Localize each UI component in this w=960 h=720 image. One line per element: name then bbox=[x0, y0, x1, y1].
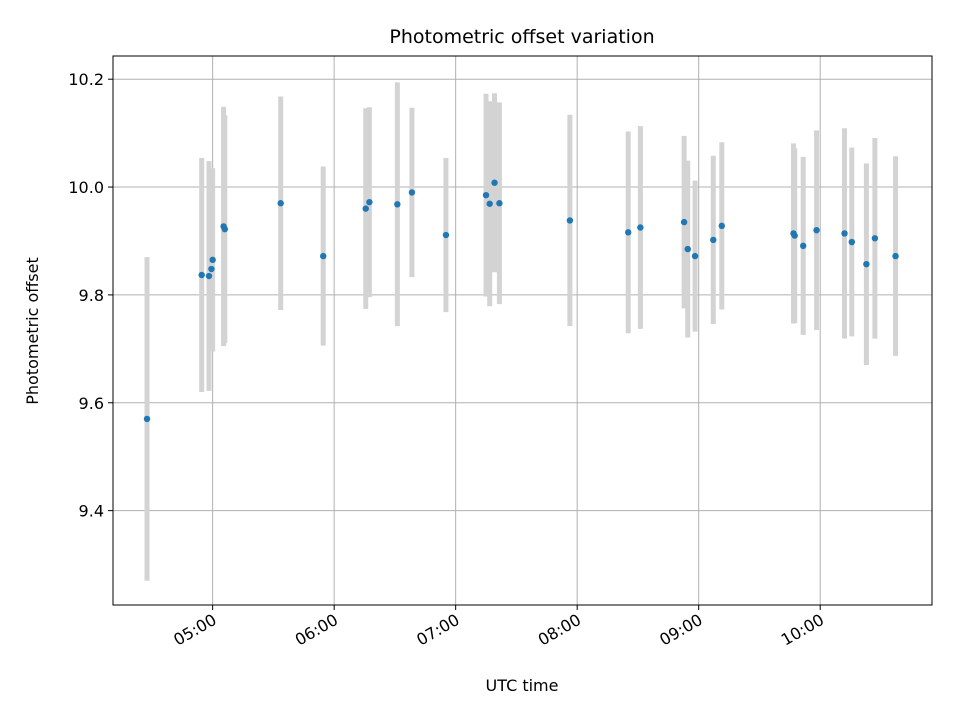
data-point bbox=[366, 198, 373, 206]
data-point bbox=[718, 222, 725, 230]
data-point bbox=[320, 252, 327, 260]
data-point bbox=[491, 179, 498, 186]
y-tick-label: 9.8 bbox=[79, 286, 104, 305]
data-point bbox=[362, 205, 369, 212]
data-point bbox=[566, 217, 574, 224]
y-tick-label: 9.6 bbox=[79, 394, 104, 413]
data-point bbox=[482, 191, 490, 199]
data-point bbox=[408, 189, 416, 196]
y-tick-label: 9.4 bbox=[79, 502, 104, 521]
data-point bbox=[208, 265, 215, 273]
data-point bbox=[637, 224, 644, 231]
data-point bbox=[863, 260, 870, 268]
data-point bbox=[277, 200, 284, 207]
y-tick-label: 10.0 bbox=[68, 178, 104, 197]
data-point bbox=[205, 272, 213, 280]
data-point bbox=[209, 256, 216, 264]
data-point bbox=[394, 201, 401, 208]
data-point bbox=[486, 200, 493, 207]
y-axis-ticks: 9.4 9.6 9.8 10.0 10.2 bbox=[68, 70, 113, 521]
data-point bbox=[841, 230, 848, 237]
data-point bbox=[221, 225, 228, 233]
chart-title: Photometric offset variation bbox=[389, 26, 654, 48]
x-axis-label: UTC time bbox=[486, 676, 559, 695]
plot-frame bbox=[112, 55, 933, 606]
data-point bbox=[442, 231, 450, 239]
y-tick-label: 10.2 bbox=[68, 70, 104, 89]
data-point bbox=[198, 271, 205, 279]
data-point bbox=[848, 238, 856, 246]
data-point bbox=[799, 242, 807, 250]
data-point bbox=[680, 218, 688, 226]
y-axis-label: Photometric offset bbox=[23, 257, 42, 405]
data-point bbox=[710, 236, 717, 244]
data-point bbox=[625, 229, 632, 236]
data-point bbox=[684, 245, 691, 253]
data-point bbox=[691, 252, 699, 260]
data-point bbox=[143, 415, 151, 423]
data-point bbox=[871, 235, 879, 242]
data-points bbox=[143, 179, 899, 423]
data-point bbox=[496, 200, 503, 207]
data-point bbox=[791, 232, 798, 239]
data-point bbox=[892, 252, 899, 260]
data-point bbox=[813, 226, 820, 234]
